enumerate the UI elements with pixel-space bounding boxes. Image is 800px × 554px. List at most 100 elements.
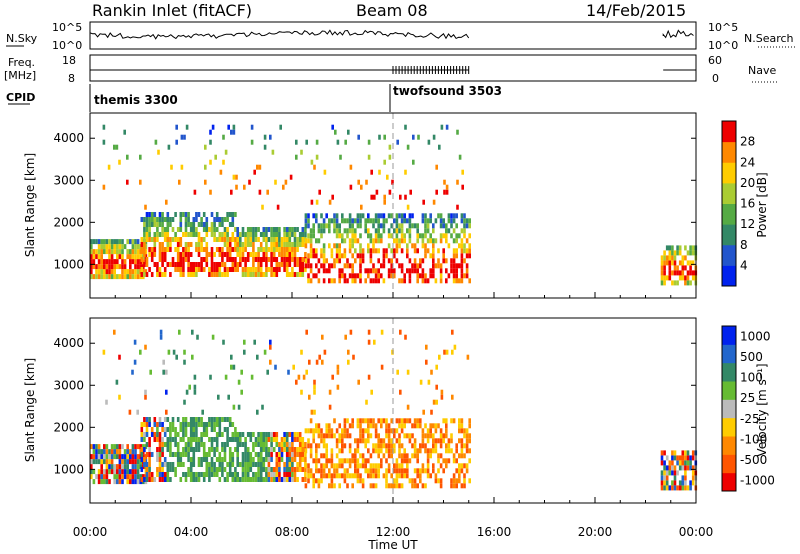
heatmap-cell xyxy=(148,462,151,467)
heatmap-cell xyxy=(298,437,302,442)
heatmap-cell xyxy=(213,427,216,432)
heatmap-cell xyxy=(296,447,299,452)
heatmap-cell xyxy=(108,259,111,265)
heatmap-cell xyxy=(331,194,334,200)
heatmap-cell xyxy=(272,437,276,442)
heatmap-cell xyxy=(202,452,206,457)
ytick-label: 2000 xyxy=(53,420,84,434)
ytick-label: 4000 xyxy=(53,131,84,145)
heatmap-cell xyxy=(108,454,111,460)
heatmap-cell xyxy=(163,247,167,252)
heatmap-cell xyxy=(228,422,232,427)
heatmap-cell xyxy=(398,278,401,284)
heatmap-cell xyxy=(205,467,209,472)
heatmap-cell xyxy=(686,460,690,466)
heatmap-cell xyxy=(356,443,360,449)
heatmap-cell xyxy=(387,243,391,249)
heatmap-cell xyxy=(284,179,288,185)
heatmap-cell xyxy=(244,272,247,277)
heatmap-cell xyxy=(455,443,458,449)
heatmap-cell xyxy=(145,427,149,432)
heatmap-cell xyxy=(131,274,135,280)
heatmap-cell xyxy=(213,422,216,427)
heatmap-cell xyxy=(195,447,198,452)
heatmap-cell xyxy=(307,273,310,279)
nsky-label: N.Sky xyxy=(6,32,38,45)
heatmap-cell xyxy=(691,480,695,486)
heatmap-cell xyxy=(110,239,114,245)
heatmap-cell xyxy=(361,478,365,484)
heatmap-cell xyxy=(432,438,435,444)
heatmap-cell xyxy=(200,242,203,247)
heatmap-cell xyxy=(425,344,428,350)
heatmap-cell xyxy=(328,243,331,249)
heatmap-cell xyxy=(367,213,370,219)
heatmap-cell xyxy=(187,252,190,257)
heatmap-cell xyxy=(465,223,469,229)
heatmap-cell xyxy=(246,242,250,247)
heatmap-cell xyxy=(126,444,129,450)
heatmap-cell xyxy=(134,259,137,265)
heatmap-cell xyxy=(153,222,157,227)
heatmap-cell xyxy=(309,253,313,259)
heatmap-cell xyxy=(315,248,318,254)
heatmap-cell xyxy=(406,253,409,259)
heatmap-cell xyxy=(285,232,289,237)
heatmap-cell xyxy=(671,280,674,286)
heatmap-cell xyxy=(174,442,177,447)
heatmap-cell xyxy=(385,443,388,449)
heatmap-cell xyxy=(257,262,260,267)
heatmap-cell xyxy=(426,223,430,229)
heatmap-cell xyxy=(307,223,310,229)
heatmap-cell xyxy=(293,242,297,247)
heatmap-cell xyxy=(184,442,188,447)
heatmap-cell xyxy=(241,472,245,477)
heatmap-cell xyxy=(298,257,302,262)
heatmap-cell xyxy=(257,437,260,442)
heatmap-cell xyxy=(671,485,674,491)
heatmap-cell xyxy=(131,254,135,260)
heatmap-cell xyxy=(208,272,211,277)
heatmap-cell xyxy=(458,478,461,484)
heatmap-cell xyxy=(184,217,188,222)
heatmap-cell xyxy=(210,467,214,472)
heatmap-cell xyxy=(90,259,93,265)
heatmap-cell xyxy=(249,437,253,442)
heatmap-cell xyxy=(252,272,255,277)
heatmap-cell xyxy=(197,462,201,467)
heatmap-cell xyxy=(298,237,302,242)
heatmap-cell xyxy=(166,212,170,217)
heatmap-cell xyxy=(169,462,172,467)
heatmap-cell xyxy=(129,459,132,465)
heatmap-cell xyxy=(435,189,438,195)
heatmap-cell xyxy=(364,218,367,224)
heatmap-cell xyxy=(257,462,260,467)
heatmap-cell xyxy=(213,262,216,267)
heatmap-cell xyxy=(140,272,144,277)
heatmap-cell xyxy=(406,248,409,254)
heatmap-cell xyxy=(321,359,324,365)
heatmap-cell xyxy=(328,468,331,474)
heatmap-cell xyxy=(304,448,308,454)
heatmap-cell xyxy=(665,255,669,261)
heatmap-cell xyxy=(236,267,239,272)
heatmap-cell xyxy=(432,263,435,269)
heatmap-cell xyxy=(676,270,679,276)
heatmap-cell xyxy=(343,418,347,424)
heatmap-cell xyxy=(228,462,232,467)
heatmap-cell xyxy=(161,232,164,237)
heatmap-cell xyxy=(374,273,378,279)
heatmap-cell xyxy=(307,468,310,474)
heatmap-cell xyxy=(158,447,162,452)
heatmap-cell xyxy=(150,477,154,482)
heatmap-cell xyxy=(131,454,135,460)
heatmap-cell xyxy=(103,259,106,265)
heatmap-cell xyxy=(421,278,425,284)
heatmap-cell xyxy=(346,428,349,434)
heatmap-cell xyxy=(219,169,223,175)
heatmap-cell xyxy=(413,258,417,264)
heatmap-cell xyxy=(202,447,206,452)
heatmap-cell xyxy=(684,265,687,271)
heatmap-cell xyxy=(195,442,198,447)
heatmap-cell xyxy=(261,204,264,210)
